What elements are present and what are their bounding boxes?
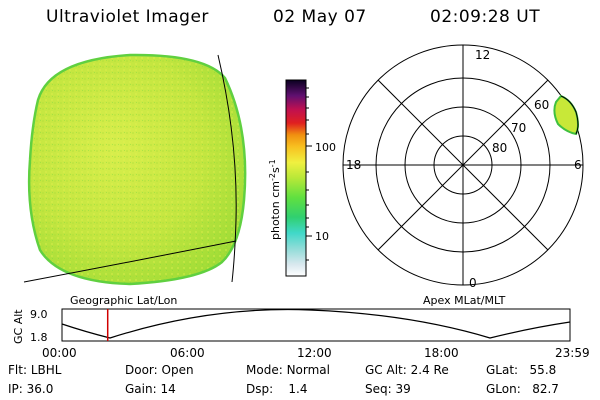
info-gain: Gain: 14 [125, 382, 176, 396]
info-ip: IP: 36.0 [8, 382, 54, 396]
timeline-ytick-high: 9.0 [30, 308, 48, 321]
timeline-xtick-2: 12:00 [297, 346, 332, 360]
lat-label-80: 80 [492, 141, 507, 155]
timeline-left-title: Geographic Lat/Lon [70, 294, 177, 307]
lat-label-60: 60 [534, 98, 549, 112]
mlt-label-0: 0 [469, 276, 477, 290]
colorbar [285, 79, 307, 277]
timeline-xtick-4: 23:59 [555, 346, 590, 360]
info-flt: Flt: LBHL [8, 363, 62, 377]
info-seq: Seq: 39 [365, 382, 411, 396]
instrument-title: Ultraviolet Imager [46, 7, 209, 27]
timeline-xtick-3: 18:00 [424, 346, 459, 360]
limb-line [217, 54, 237, 283]
polar-grid [342, 44, 584, 286]
timeline-xtick-1: 06:00 [170, 346, 205, 360]
observation-time: 02:09:28 UT [430, 7, 541, 27]
timeline-right-title: Apex MLat/MLT [423, 294, 506, 307]
lat-label-70: 70 [511, 121, 526, 135]
colorbar-ticks [306, 87, 312, 261]
terminator-line [23, 240, 237, 283]
colorbar-tick-100: 100 [315, 141, 336, 154]
uv-image [27, 53, 247, 286]
info-glat: GLat: 55.8 [486, 363, 557, 377]
mlt-label-18: 18 [346, 158, 361, 172]
timeline-ytick-low: 1.8 [30, 331, 48, 344]
info-dsp: Dsp: 1.4 [246, 382, 308, 396]
mlt-label-12: 12 [475, 48, 490, 62]
polar-aurora [553, 94, 579, 136]
info-mode: Mode: Normal [246, 363, 330, 377]
observation-date: 02 May 07 [273, 7, 367, 27]
info-gc-alt: GC Alt: 2.4 Re [365, 363, 449, 377]
altitude-curve [61, 308, 571, 339]
colorbar-tick-10: 10 [315, 230, 329, 243]
mlt-label-6: 6 [574, 158, 582, 172]
timeline-ylabel: GC Alt [12, 309, 25, 344]
info-door: Door: Open [125, 363, 194, 377]
info-glon: GLon: 82.7 [486, 382, 559, 396]
colorbar-label: photon cm-2s-1 [268, 159, 282, 240]
timeline-frame [61, 308, 571, 342]
timeline-xtick-0: 00:00 [42, 346, 77, 360]
